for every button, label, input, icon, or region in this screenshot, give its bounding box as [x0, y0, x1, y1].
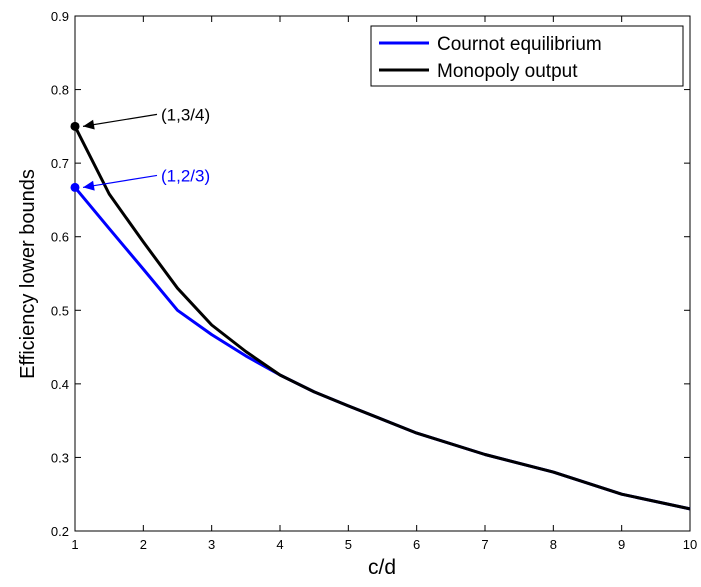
- y-tick-label: 0.2: [51, 524, 69, 539]
- annotation-label: (1,2/3): [161, 166, 210, 185]
- annotation-marker: [70, 121, 80, 131]
- y-tick-label: 0.3: [51, 450, 69, 465]
- y-tick-label: 0.8: [51, 83, 69, 98]
- y-tick-label: 0.9: [51, 9, 69, 24]
- legend-entry: Cournot equilibrium: [437, 34, 602, 55]
- x-axis-label: c/d: [368, 556, 396, 579]
- y-tick-label: 0.7: [51, 156, 69, 171]
- x-tick-label: 10: [683, 537, 697, 552]
- x-tick-label: 3: [208, 537, 215, 552]
- x-tick-label: 9: [618, 537, 625, 552]
- series-lines: [73, 125, 691, 511]
- x-tick-label: 8: [550, 537, 557, 552]
- x-tick-label: 2: [140, 537, 147, 552]
- legend: Cournot equilibrium Monopoly output: [370, 25, 684, 87]
- legend-entry: Monopoly output: [437, 61, 578, 82]
- y-axis-label: Efficiency lower bounds: [17, 169, 39, 379]
- annotation-arrow-shaft: [82, 113, 158, 127]
- series-line-1: [73, 125, 691, 511]
- x-tick-label: 1: [71, 537, 78, 552]
- y-tick-label: 0.5: [51, 303, 69, 318]
- x-tick-label: 4: [276, 537, 283, 552]
- annotation-arrow-head: [83, 180, 95, 191]
- y-tick-label: 0.6: [51, 230, 69, 245]
- x-tick-label: 7: [481, 537, 488, 552]
- annotation-marker: [70, 182, 80, 192]
- y-axis-ticks: 0.2 0.3 0.4 0.5 0.6 0.7 0.8 0.9: [51, 9, 690, 539]
- annotation-arrow-head: [83, 119, 95, 130]
- plot-frame: [74, 15, 691, 532]
- legend-box: [370, 25, 684, 87]
- x-axis-ticks: 1 2 3 4 5 6 7 8 9 10: [71, 16, 697, 552]
- y-tick-label: 0.4: [51, 377, 69, 392]
- x-tick-label: 6: [413, 537, 420, 552]
- x-tick-label: 5: [345, 537, 352, 552]
- annotations: (1,3/4) (1,2/3): [70, 105, 210, 192]
- annotation-arrow-shaft: [82, 174, 158, 189]
- annotation-label: (1,3/4): [161, 105, 210, 124]
